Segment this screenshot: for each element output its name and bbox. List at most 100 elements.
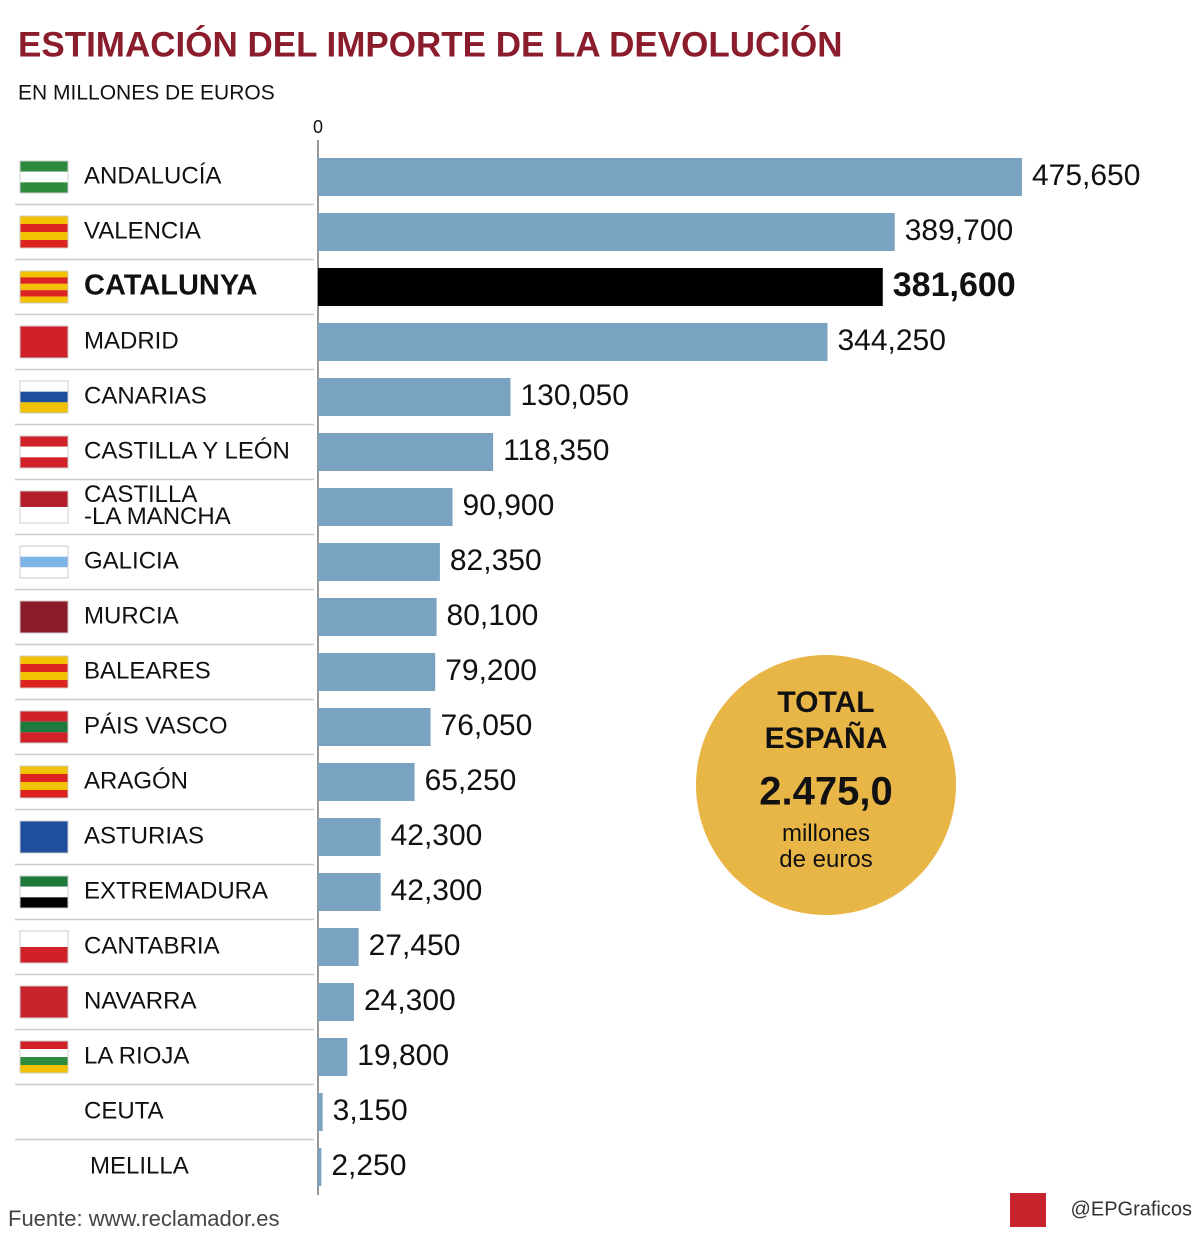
flag-stripe <box>20 766 68 774</box>
chart-subtitle: EN MILLONES DE EUROS <box>18 82 275 105</box>
value-label: 344,250 <box>837 324 945 357</box>
flag <box>19 380 69 414</box>
flag-stripe <box>20 271 68 278</box>
category-label: MELILLA <box>90 1152 189 1179</box>
bar <box>318 928 359 966</box>
value-label: 76,050 <box>441 709 533 742</box>
category-label: CEUTA <box>84 1097 164 1124</box>
flag-stripe <box>20 224 68 232</box>
flag-border <box>19 545 69 579</box>
flag-border <box>19 930 69 964</box>
category-label: CASTILLA Y LEÓN <box>84 437 290 464</box>
category-label: ASTURIAS <box>84 822 204 849</box>
flag <box>19 490 69 524</box>
flag-border <box>19 380 69 414</box>
value-label: 79,200 <box>445 654 537 687</box>
flag-stripe <box>20 897 68 908</box>
flag <box>19 765 69 799</box>
flag <box>19 325 69 359</box>
flag <box>19 710 69 744</box>
value-label: 42,300 <box>391 874 483 907</box>
value-label: 2,250 <box>331 1149 406 1182</box>
flag-stripe <box>20 711 68 722</box>
flag-stripe <box>20 886 68 898</box>
bar <box>318 378 511 416</box>
logo <box>1010 1193 1046 1227</box>
flag-stripe <box>20 721 68 733</box>
flag-stripe <box>20 1065 68 1073</box>
bar <box>318 488 453 526</box>
bar <box>318 598 437 636</box>
category-label: CANARIAS <box>84 382 207 409</box>
flag-stripe <box>20 277 68 284</box>
bar <box>318 708 431 746</box>
flag-stripe <box>20 240 68 248</box>
x-tick-label: 0 <box>313 117 323 137</box>
category-label: MADRID <box>84 327 179 354</box>
bar <box>318 268 883 306</box>
bar <box>318 873 381 911</box>
value-label: 19,800 <box>357 1039 449 1072</box>
category-label: PÁIS VASCO <box>84 712 228 739</box>
bar <box>318 763 415 801</box>
flag-stripe <box>20 446 68 458</box>
flag-border <box>19 325 69 359</box>
value-label: 130,050 <box>520 379 628 412</box>
flag-border <box>19 490 69 524</box>
flag-border <box>19 655 69 689</box>
flag-stripe <box>20 182 68 193</box>
category-label: VALENCIA <box>84 217 201 244</box>
bar <box>318 653 436 691</box>
bar <box>318 818 381 856</box>
flag-stripe <box>20 986 68 1018</box>
bar <box>318 213 895 251</box>
total-badge <box>696 655 956 915</box>
flag-stripe <box>20 664 68 672</box>
flag-stripe <box>20 232 68 240</box>
category-label: LA RIOJA <box>84 1042 189 1069</box>
flag-stripe <box>20 790 68 798</box>
flag-stripe <box>20 381 68 392</box>
value-label: 80,100 <box>447 599 539 632</box>
flag-stripe <box>20 1049 68 1057</box>
flag <box>19 215 69 249</box>
flag-stripe <box>20 326 68 358</box>
flag <box>19 270 69 304</box>
value-label: 381,600 <box>893 266 1016 304</box>
flag-stripe <box>20 656 68 664</box>
flag <box>19 160 69 194</box>
flag-stripe <box>20 947 68 963</box>
bar <box>318 1093 323 1131</box>
category-label: MURCIA <box>84 602 179 629</box>
value-label: 82,350 <box>450 544 542 577</box>
bar <box>318 543 440 581</box>
category-label: CATALUNYA <box>84 270 258 302</box>
total-label: TOTAL ESPAÑA <box>765 686 888 755</box>
total-value: 2.475,0 <box>759 770 892 814</box>
category-label: NAVARRA <box>84 987 196 1014</box>
flag <box>19 655 69 689</box>
category-label: EXTREMADURA <box>84 877 268 904</box>
flag-stripe <box>20 171 68 183</box>
flag-border <box>19 765 69 799</box>
flag <box>19 930 69 964</box>
flag-border <box>19 710 69 744</box>
flag-stripe <box>20 457 68 468</box>
flag-stripe <box>20 774 68 782</box>
bar <box>318 1148 322 1186</box>
flag <box>19 600 69 634</box>
category-label: BALEARES <box>84 657 211 684</box>
flag-stripe <box>20 1057 68 1065</box>
flag-stripe <box>20 507 68 523</box>
flag-stripe <box>20 672 68 680</box>
flag-stripe <box>20 931 68 947</box>
flag-border <box>19 1040 69 1074</box>
flag-stripe <box>20 283 68 291</box>
value-label: 3,150 <box>333 1094 408 1127</box>
bar <box>318 158 1022 196</box>
value-label: 27,450 <box>369 929 461 962</box>
bar <box>318 1038 348 1076</box>
flag-border <box>19 875 69 909</box>
category-label: GALICIA <box>84 547 179 574</box>
bar <box>318 433 494 471</box>
